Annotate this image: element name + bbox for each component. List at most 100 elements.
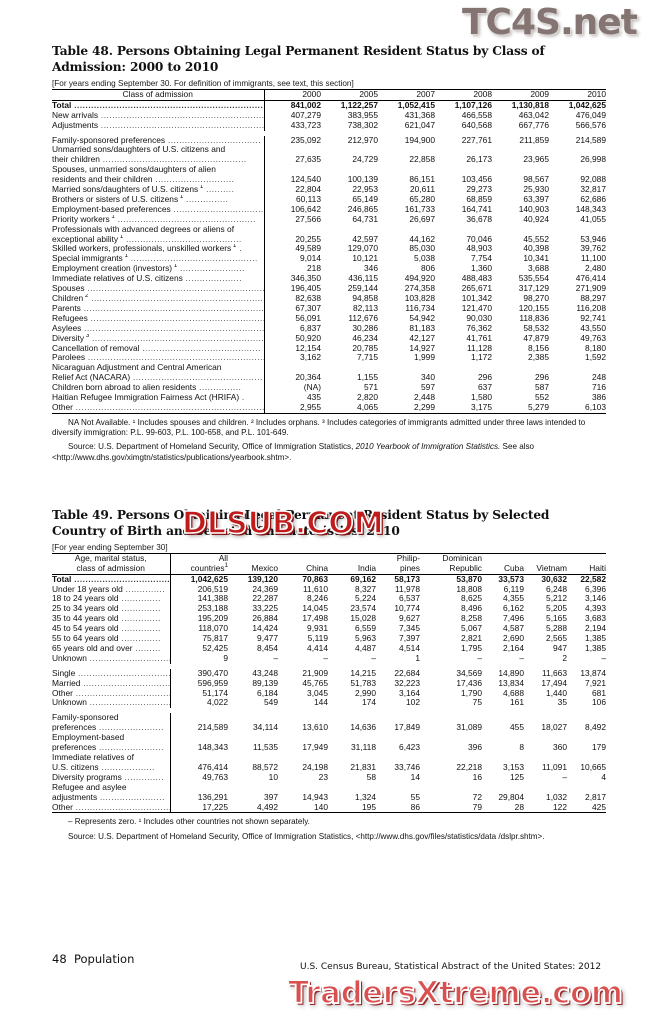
table-row: Priority workers 1 .....................…	[52, 213, 606, 225]
cell-value: 139,120	[247, 573, 278, 584]
cell-value: 136,291	[169, 792, 228, 803]
cell-value: 15,028	[350, 613, 376, 624]
row-label: Unknown ................................	[52, 698, 170, 708]
cell-value: 88,572	[252, 761, 278, 772]
table-row: residents and their children ...........…	[52, 174, 606, 186]
table-row: Under 18 years old .............. 206,519…	[52, 584, 606, 595]
cell-value: 494,920	[404, 273, 435, 284]
cell-value: –	[562, 771, 567, 782]
cell-value: 1,790	[461, 687, 482, 698]
cell-value: 121,470	[461, 302, 492, 313]
cell-value: 7,397	[399, 633, 420, 644]
cell-value: 82,638	[263, 293, 321, 304]
cell-value: 716	[592, 382, 606, 393]
cell-value: 118,836	[519, 312, 549, 323]
cell-value: 3,162	[263, 353, 321, 364]
row-label: Priority workers 1 .....................…	[52, 214, 257, 224]
table-row: 35 to 44 years old .............. 195,209…	[52, 613, 606, 625]
cell-value: 16	[472, 771, 482, 782]
row-label: Total ..................................…	[52, 574, 170, 584]
cell-value: 1,172	[471, 352, 492, 363]
cell-value: 41,055	[580, 213, 606, 224]
table-row: Special immigrants 1 ...................…	[52, 253, 606, 265]
table-row: Refugees ...............................…	[52, 312, 606, 324]
cell-value: 88,297	[580, 293, 606, 304]
cell-value: 3,164	[399, 687, 420, 698]
row-label: Single .................................…	[52, 668, 170, 678]
watermark-tc4s: TC4S.net	[462, 2, 638, 43]
cell-value: 212,970	[347, 134, 378, 145]
cell-value	[263, 165, 321, 176]
table-row: Other ..................................…	[52, 687, 606, 699]
cell-value: 22,287	[252, 593, 278, 604]
cell-value: 75	[472, 697, 482, 708]
cell-value: 195	[362, 801, 376, 812]
cell-value: 30,632	[541, 573, 567, 584]
row-label: adjustments .......................	[52, 792, 165, 802]
cell-value: 34,569	[456, 667, 482, 678]
row-label: 35 to 44 years old ..............	[52, 614, 161, 624]
table-row: 65 years old and over ......... 52,425 8,4…	[52, 642, 606, 654]
table-49-col-mexico: Mexico	[251, 562, 278, 573]
table-49-col-vietnam: Vietnam	[536, 562, 567, 573]
row-label: Other ..................................…	[52, 802, 170, 812]
cell-value: 65,149	[352, 193, 378, 204]
cell-value: 8,180	[585, 342, 606, 353]
cell-value: 9,627	[399, 613, 420, 624]
cell-value: 1,130,818	[511, 99, 549, 110]
cell-value: 5,038	[414, 253, 435, 264]
table-row: Spouses ................................…	[52, 283, 606, 295]
cell-value: 346,350	[263, 273, 321, 285]
cell-value: 86	[410, 801, 420, 812]
row-label: 55 to 64 years old ..............	[52, 634, 161, 644]
cell-value: 9,014	[263, 253, 321, 265]
table-row: exceptional ability 1 ..................…	[52, 234, 606, 245]
cell-value: 2,955	[263, 402, 321, 414]
table-49-col-dominican-line1: Dominican	[442, 553, 482, 563]
cell-value: 48,903	[466, 243, 492, 254]
row-label: Under 18 years old ..............	[52, 584, 166, 594]
cell-value: 1,592	[585, 352, 606, 363]
row-label: Spouses ................................…	[52, 284, 264, 294]
cell-value: 1,107,126	[454, 99, 492, 110]
row-label: New arrivals ...........................…	[52, 110, 264, 120]
row-label: Professionals with advanced degrees or a…	[52, 224, 235, 234]
folio-section: Population	[73, 952, 135, 966]
cell-value: 1,155	[357, 372, 378, 383]
table-49-col-india: India	[357, 562, 376, 573]
cell-value: 90,030	[466, 312, 492, 323]
cell-value: 122	[553, 801, 567, 812]
table-row: Diversity 3 ............................…	[52, 333, 606, 344]
cell-value: 5,119	[307, 633, 328, 644]
cell-value: 1,052,415	[397, 99, 435, 110]
cell-value: 549	[264, 697, 278, 708]
table-row: Other ..................................…	[52, 401, 606, 414]
cell-value: 1,795	[461, 642, 482, 653]
cell-value: 102	[406, 697, 420, 708]
cell-value: 141,388	[169, 594, 228, 605]
cell-value: 103,828	[404, 293, 435, 304]
cell-value: 488,483	[461, 273, 492, 284]
cell-value: 271,909	[575, 283, 606, 294]
cell-value: 112,676	[348, 312, 378, 323]
cell-value: 259,144	[347, 283, 378, 294]
cell-value: 2,448	[414, 392, 435, 403]
cell-value: 211,859	[519, 134, 549, 145]
table-48-source: Source: U.S. Department of Homeland Secu…	[52, 442, 606, 463]
table-row: preferences ....................... 214,5…	[52, 722, 606, 734]
row-label: Special immigrants 1 ...................…	[52, 254, 258, 264]
page-source-footer: U.S. Census Bureau, Statistical Abstract…	[300, 962, 602, 972]
cell-value: 22,684	[394, 667, 420, 678]
cell-value: 1,324	[355, 791, 376, 802]
row-label: residents and their children ...........…	[52, 175, 235, 185]
table-row: adjustments ....................... 136,2…	[52, 791, 606, 803]
table-48: Class of admission 2000 2005 2007 2008 2…	[52, 89, 606, 414]
cell-value: 1,360	[471, 263, 492, 274]
cell-value: 86,151	[409, 174, 435, 185]
cell-value: 8	[519, 742, 524, 753]
row-label: Other ..................................…	[52, 688, 170, 698]
table-49-body: Total ..................................…	[52, 574, 606, 813]
cell-value: 5,279	[528, 401, 549, 412]
cell-value: 54,942	[409, 312, 435, 323]
